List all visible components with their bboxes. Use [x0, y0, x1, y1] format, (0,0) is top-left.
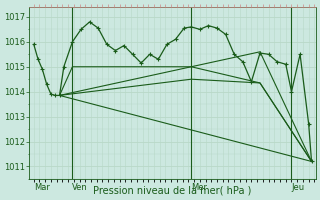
- X-axis label: Pression niveau de la mer( hPa ): Pression niveau de la mer( hPa ): [93, 186, 252, 196]
- Text: Ven: Ven: [72, 183, 88, 192]
- Text: Mer: Mer: [191, 183, 207, 192]
- Text: Mar: Mar: [34, 183, 50, 192]
- Text: Jeu: Jeu: [292, 183, 305, 192]
